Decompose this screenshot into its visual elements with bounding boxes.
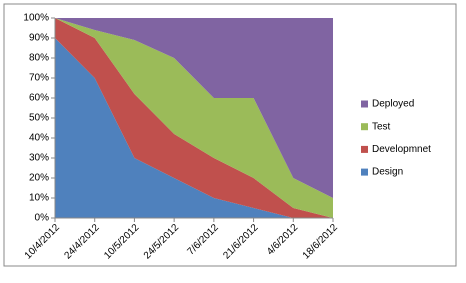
y-tick-label: 40% xyxy=(29,133,49,144)
y-tick-label: 30% xyxy=(29,153,49,164)
legend-swatch xyxy=(361,145,368,153)
legend-label: Design xyxy=(372,167,403,178)
y-tick-label: 50% xyxy=(29,113,49,124)
legend-swatch xyxy=(361,123,368,131)
legend-swatch xyxy=(361,100,368,108)
legend-label: Test xyxy=(372,121,391,132)
area xyxy=(55,38,333,218)
area xyxy=(55,18,333,218)
area xyxy=(55,18,333,198)
area xyxy=(55,18,333,218)
legend-label: Deployed xyxy=(372,99,414,110)
legend-label: Developmnet xyxy=(372,144,431,155)
y-tick-label: 0% xyxy=(35,213,50,224)
y-tick-label: 80% xyxy=(29,53,49,64)
y-tick-label: 10% xyxy=(29,193,49,204)
y-tick-label: 20% xyxy=(29,173,49,184)
y-tick-label: 100% xyxy=(23,13,49,24)
y-tick-label: 70% xyxy=(29,73,49,84)
legend-swatch xyxy=(361,168,368,176)
y-tick-label: 60% xyxy=(29,93,49,104)
y-tick-label: 90% xyxy=(29,33,49,44)
